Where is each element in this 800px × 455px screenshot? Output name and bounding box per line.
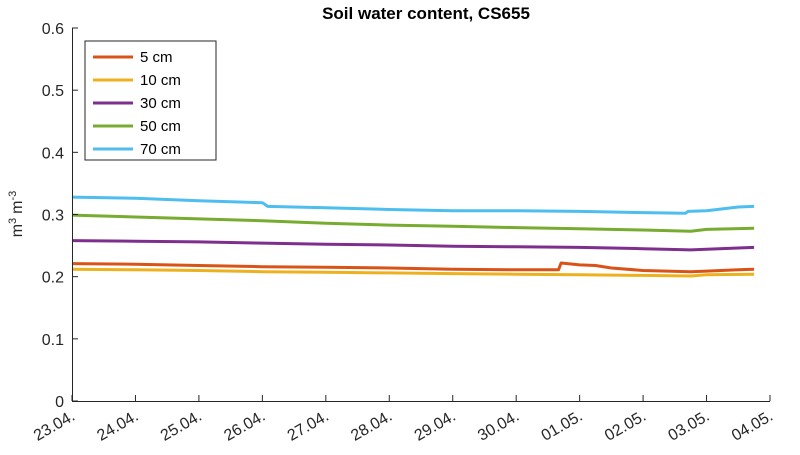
legend-label: 10 cm	[140, 72, 181, 89]
x-tick-label: 04.05.	[729, 408, 776, 445]
x-tick-label: 29.04.	[412, 408, 459, 445]
x-tick-label: 23.04.	[31, 408, 78, 445]
y-axis-label: m3m-3	[7, 191, 26, 238]
y-tick-label: 0	[55, 394, 64, 411]
series-line-70-cm	[71, 195, 755, 215]
series-line-5-cm	[71, 261, 755, 274]
series-line-30-cm	[71, 239, 755, 252]
x-tick-label: 30.04.	[475, 408, 522, 445]
x-tick-label: 25.04.	[158, 408, 205, 445]
chart-title: Soil water content, CS655	[322, 4, 530, 23]
x-tick-label: 03.05.	[666, 408, 713, 445]
legend: 5 cm 10 cm 30 cm 50 cm 70 cm	[84, 40, 217, 161]
axes-lines	[72, 28, 770, 402]
legend-label: 30 cm	[140, 95, 181, 112]
y-tick-label: 0.5	[42, 83, 64, 100]
y-tick-label: 0.1	[42, 332, 64, 349]
y-tick-label: 0.3	[42, 208, 64, 225]
x-tick-label: 02.05.	[602, 408, 649, 445]
x-axis-ticks: 23.04. 24.04. 25.04. 26.04. 27.04. 28.04. 29.0…	[31, 395, 776, 445]
y-tick-label: 0.4	[42, 145, 64, 162]
y-tick-label: 0.6	[42, 21, 64, 38]
series-line-10-cm	[71, 267, 755, 278]
legend-label: 70 cm	[140, 141, 181, 158]
legend-label: 5 cm	[140, 49, 173, 66]
legend-label: 50 cm	[140, 118, 181, 135]
series-layer	[71, 195, 755, 278]
x-tick-label: 24.04.	[94, 408, 141, 445]
legend-box	[84, 40, 217, 161]
y-tick-label: 0.2	[42, 270, 64, 287]
x-tick-label: 27.04.	[285, 408, 332, 445]
x-tick-label: 01.05.	[539, 408, 586, 445]
x-tick-label: 28.04.	[348, 408, 395, 445]
series-line-50-cm	[71, 213, 755, 233]
x-tick-label: 26.04.	[221, 408, 268, 445]
